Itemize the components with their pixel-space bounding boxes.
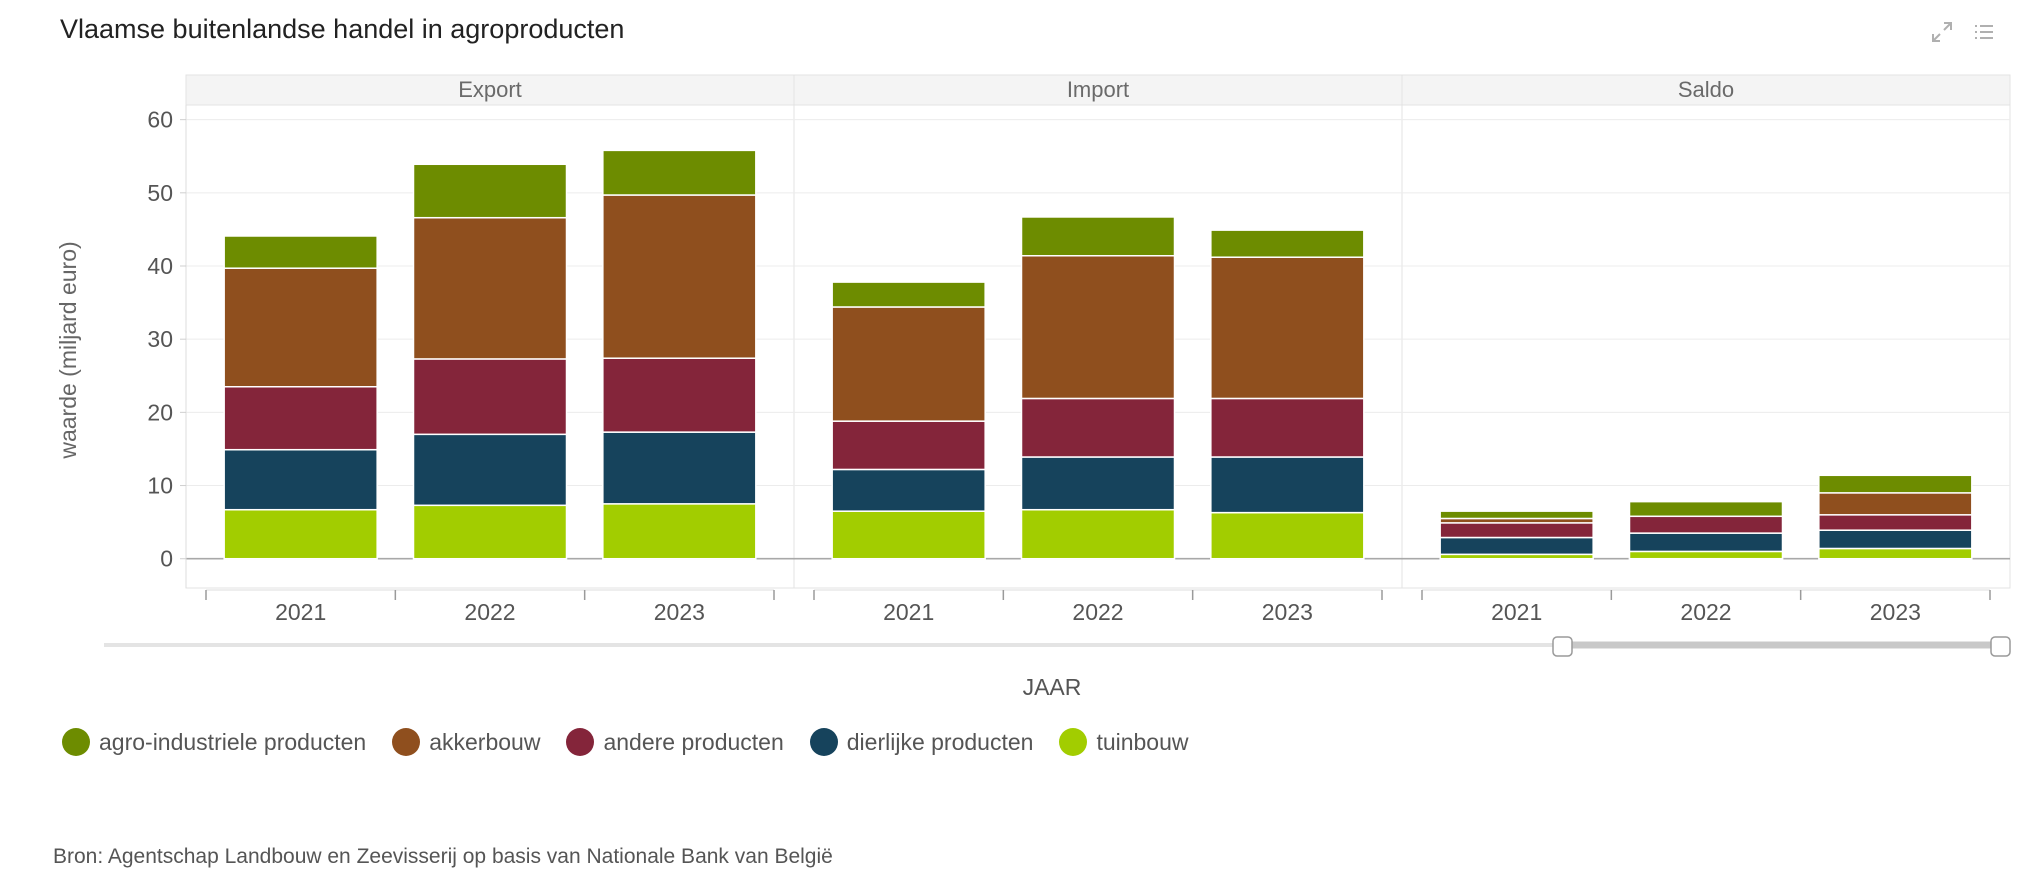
bar-segment[interactable] — [1628, 500, 1784, 518]
legend-swatch — [392, 728, 421, 756]
bar-segment[interactable] — [1818, 529, 1973, 550]
bar-segment[interactable] — [1818, 514, 1973, 531]
bar-segment[interactable] — [1020, 397, 1176, 458]
facet-strip-import — [793, 74, 1403, 106]
legend-swatch — [566, 728, 595, 756]
bar-segment[interactable] — [1818, 474, 1973, 494]
bar-segment[interactable] — [602, 357, 757, 433]
bar-segment[interactable] — [831, 420, 986, 471]
x-tick-label: 2023 — [1262, 599, 1313, 625]
x-tick-label: 2023 — [654, 599, 705, 625]
bar-segment[interactable] — [1818, 547, 1973, 560]
facet-label: Saldo — [1678, 77, 1734, 102]
expand-icon[interactable] — [1930, 20, 1954, 44]
bar-segment[interactable] — [1210, 456, 1365, 514]
y-tick-label: 40 — [147, 253, 173, 279]
bar-segment[interactable] — [831, 510, 986, 560]
bar-segment[interactable] — [1210, 256, 1365, 400]
chart-toolbar — [1930, 20, 1996, 44]
bar-segment[interactable] — [223, 267, 378, 388]
x-tick-label: 2021 — [1491, 599, 1542, 625]
legend-label: tuinbouw — [1096, 728, 1189, 755]
y-tick-label: 10 — [147, 473, 173, 499]
bar-segment[interactable] — [831, 468, 986, 512]
legend-item[interactable]: agro-industriele producten — [62, 728, 366, 756]
bar-segment[interactable] — [1210, 397, 1365, 458]
y-axis-title: waarde (miljard euro) — [55, 241, 81, 459]
bar-segment[interactable] — [412, 433, 568, 507]
legend-swatch — [809, 728, 838, 756]
legend-label: akkerbouw — [429, 728, 541, 755]
chart-title: Vlaamse buitenlandse handel in agroprodu… — [60, 14, 625, 44]
y-tick-label: 60 — [147, 107, 173, 133]
legend-item[interactable]: dierlijke producten — [809, 728, 1034, 756]
range-slider-handle-right[interactable] — [1990, 636, 2011, 657]
bar-segment[interactable] — [1628, 532, 1784, 553]
facet-strip-export — [185, 74, 795, 106]
x-tick-label: 2022 — [1072, 599, 1123, 625]
bar-segment[interactable] — [1210, 229, 1365, 258]
bar-segment[interactable] — [223, 235, 378, 269]
y-tick-label: 0 — [160, 546, 173, 572]
bar-segment[interactable] — [412, 216, 568, 360]
bar-segment[interactable] — [602, 194, 757, 359]
legend-item[interactable]: andere producten — [566, 728, 784, 756]
bar-segment[interactable] — [1628, 550, 1784, 560]
list-menu-icon[interactable] — [1972, 20, 1996, 44]
legend: agro-industriele producten akkerbouw ander… — [62, 728, 1215, 756]
bar-segment[interactable] — [1020, 456, 1176, 511]
bar-segment[interactable] — [1439, 536, 1594, 556]
legend-item[interactable]: akkerbouw — [392, 728, 540, 756]
y-tick-label: 30 — [147, 326, 173, 352]
legend-label: dierlijke producten — [846, 728, 1034, 755]
bar-segment[interactable] — [412, 504, 568, 560]
x-tick-label: 2023 — [1870, 599, 1921, 625]
legend-swatch — [1059, 728, 1088, 756]
bar-segment[interactable] — [1628, 557, 1784, 561]
bar-segment[interactable] — [831, 281, 986, 308]
bar-segment[interactable] — [602, 431, 757, 505]
bar-segment[interactable] — [223, 448, 378, 511]
bar-segment[interactable] — [602, 503, 757, 560]
bar-segment[interactable] — [831, 306, 986, 422]
legend-swatch — [62, 728, 90, 756]
source-note: Bron: Agentschap Landbouw en Zeevisserij… — [53, 845, 833, 868]
x-tick-label: 2022 — [464, 599, 515, 625]
x-axis-title: JAAR — [1023, 674, 1082, 700]
bar-segment[interactable] — [1628, 515, 1784, 534]
bar-segment[interactable] — [602, 149, 757, 196]
legend-label: agro-industriele producten — [99, 728, 367, 755]
x-tick-label: 2021 — [275, 599, 326, 625]
legend-item[interactable]: tuinbouw — [1059, 728, 1189, 756]
bar-segment[interactable] — [1020, 255, 1176, 400]
bar-segment[interactable] — [1020, 508, 1176, 560]
x-tick-label: 2022 — [1680, 599, 1731, 625]
bar-segment[interactable] — [1020, 216, 1176, 257]
legend-label: andere producten — [603, 728, 784, 755]
y-tick-label: 50 — [147, 180, 173, 206]
x-tick-label: 2021 — [883, 599, 934, 625]
facet-label: Export — [458, 77, 522, 102]
bar-segment[interactable] — [1439, 522, 1594, 539]
facet-strip-saldo — [1401, 74, 2011, 106]
facet-label: Import — [1067, 77, 1129, 102]
bar-segment[interactable] — [1210, 511, 1365, 560]
bar-segment[interactable] — [412, 163, 568, 219]
bar-segment[interactable] — [412, 358, 568, 436]
bar-segment[interactable] — [1439, 510, 1594, 520]
bar-segment[interactable] — [223, 508, 378, 560]
bar-segment[interactable] — [223, 386, 378, 451]
range-slider-handle-left[interactable] — [1552, 636, 1573, 657]
y-tick-label: 20 — [147, 399, 173, 425]
bar-segment[interactable] — [1818, 492, 1973, 516]
